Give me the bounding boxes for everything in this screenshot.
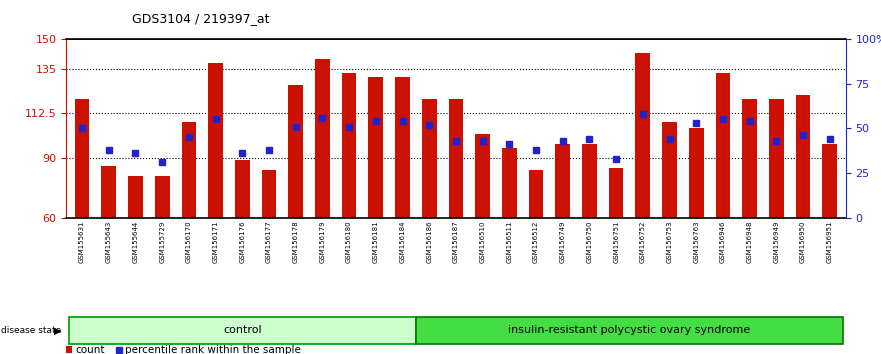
- Bar: [208, 63, 223, 218]
- Bar: [342, 73, 357, 218]
- Text: GDS3104 / 219397_at: GDS3104 / 219397_at: [132, 12, 270, 25]
- Bar: [715, 73, 730, 218]
- Bar: [555, 144, 570, 218]
- Bar: [529, 170, 544, 218]
- FancyBboxPatch shape: [69, 316, 416, 344]
- Bar: [155, 176, 169, 218]
- Bar: [66, 346, 72, 353]
- Bar: [75, 98, 90, 218]
- Bar: [101, 166, 116, 218]
- Bar: [796, 95, 811, 218]
- Text: disease state: disease state: [1, 326, 61, 336]
- Bar: [769, 98, 784, 218]
- Text: count: count: [76, 344, 105, 354]
- Bar: [315, 59, 329, 218]
- Bar: [663, 122, 677, 218]
- Bar: [502, 148, 516, 218]
- Bar: [743, 98, 757, 218]
- Bar: [368, 77, 383, 218]
- Text: control: control: [223, 325, 262, 335]
- Bar: [448, 98, 463, 218]
- Bar: [262, 170, 277, 218]
- Bar: [235, 160, 249, 218]
- Bar: [181, 122, 196, 218]
- Bar: [635, 53, 650, 218]
- Bar: [422, 98, 437, 218]
- Bar: [475, 134, 490, 218]
- Bar: [288, 85, 303, 218]
- Bar: [822, 144, 837, 218]
- Bar: [582, 144, 596, 218]
- Bar: [689, 129, 704, 218]
- Text: insulin-resistant polycystic ovary syndrome: insulin-resistant polycystic ovary syndr…: [508, 325, 751, 335]
- Text: percentile rank within the sample: percentile rank within the sample: [125, 344, 301, 354]
- Bar: [128, 176, 143, 218]
- Text: ▶: ▶: [54, 326, 62, 336]
- Bar: [609, 168, 624, 218]
- FancyBboxPatch shape: [416, 316, 843, 344]
- Bar: [396, 77, 410, 218]
